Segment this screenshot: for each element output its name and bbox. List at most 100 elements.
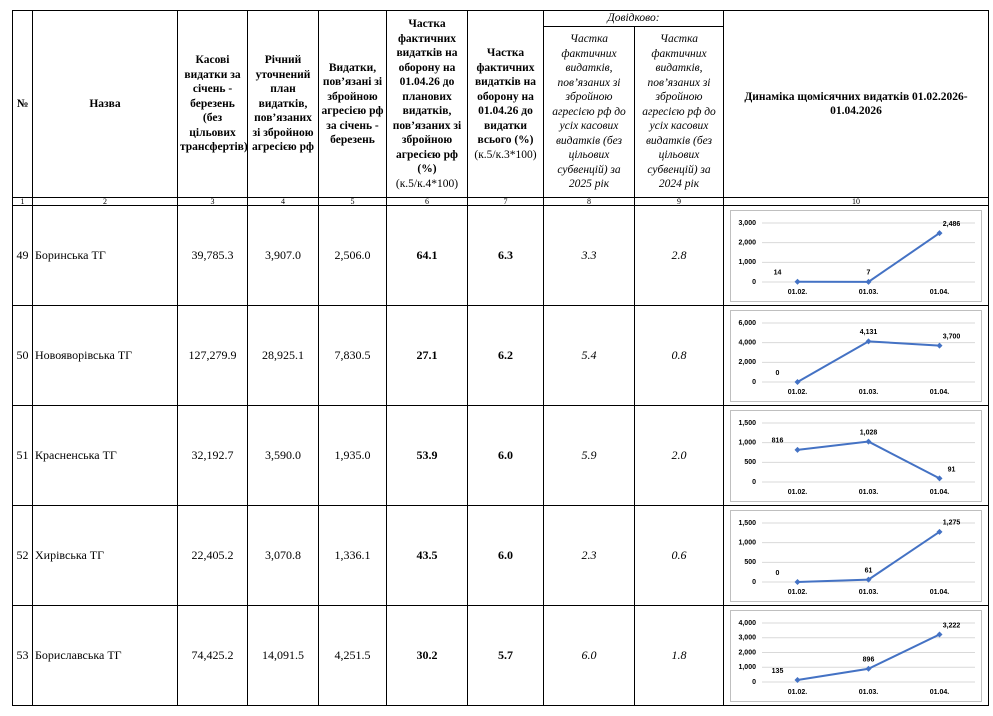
- chart-cell: 0 500 1,000 1,500 01.02. 01.03. 01.04. 816 1,028…: [723, 405, 989, 506]
- column-number: 8: [543, 197, 635, 206]
- value-cell: 39,785.3: [177, 205, 248, 306]
- y-tick-label: 0: [752, 278, 756, 285]
- value-label: 0: [776, 569, 780, 576]
- marker: [794, 676, 801, 683]
- value-label: 1,275: [943, 519, 961, 526]
- value-label: 896: [863, 656, 875, 663]
- x-tick-label: 01.02.: [788, 688, 808, 695]
- column-numbers: 1 2 3 4 5 6 7 8 9 10: [12, 197, 989, 206]
- y-tick-label: 0: [752, 578, 756, 585]
- row-number: 53: [12, 605, 33, 706]
- value-label: 3,222: [943, 622, 961, 629]
- value-cell: 7,830.5: [318, 305, 387, 406]
- marker: [865, 278, 872, 285]
- value-cell: 53.9: [386, 405, 468, 506]
- x-tick-label: 01.04.: [930, 288, 950, 295]
- x-tick-label: 01.03.: [859, 288, 879, 295]
- marker: [865, 337, 872, 344]
- chart-frame: [730, 509, 982, 602]
- y-tick-label: 3,000: [738, 219, 756, 226]
- value-cell: 6.0: [467, 405, 544, 506]
- report-table: № Назва Касові видатки за січень - берез…: [12, 10, 989, 706]
- y-tick-label: 3,000: [738, 634, 756, 641]
- marker: [936, 474, 943, 481]
- y-tick-label: 0: [752, 378, 756, 385]
- y-tick-label: 4,000: [738, 619, 756, 626]
- column-number: 6: [386, 197, 468, 206]
- header-cell: Динаміка щомісячних видатків 01.02.2026-…: [723, 10, 989, 198]
- y-tick-label: 1,000: [738, 664, 756, 671]
- header-cell: Видатки, пов’язані зі збройною агресією …: [318, 10, 387, 198]
- y-tick-label: 1,000: [738, 539, 756, 546]
- value-cell: 1.8: [634, 605, 724, 706]
- row-name: Боринська ТГ: [32, 205, 178, 306]
- value-cell: 127,279.9: [177, 305, 248, 406]
- y-tick-label: 6,000: [738, 319, 756, 326]
- header-cell: №: [12, 10, 33, 198]
- x-tick-label: 01.03.: [859, 488, 879, 495]
- y-tick-label: 2,000: [738, 649, 756, 656]
- header-cell: Річний уточнений план видатків, пов’язан…: [247, 10, 319, 198]
- value-cell: 5.7: [467, 605, 544, 706]
- y-tick-label: 1,000: [738, 439, 756, 446]
- row-name: Хирівська ТГ: [32, 505, 178, 606]
- value-cell: 74,425.2: [177, 605, 248, 706]
- value-cell: 3.3: [543, 205, 635, 306]
- mini-chart: 0 1,000 2,000 3,000 4,000 01.02. 01.03. 01.04. 1…: [730, 609, 982, 702]
- header-cell: Частка фактичних видатків на оборону на …: [467, 10, 544, 198]
- marker: [865, 438, 872, 445]
- value-label: 4,131: [860, 329, 878, 336]
- marker: [936, 342, 943, 349]
- header-cell: Довідково:: [543, 10, 724, 27]
- mini-chart: 0 500 1,000 1,500 01.02. 01.03. 01.04. 0 61 1,275: [730, 509, 982, 602]
- x-tick-label: 01.03.: [859, 388, 879, 395]
- value-cell: 2.3: [543, 505, 635, 606]
- marker: [794, 278, 801, 285]
- y-tick-label: 1,500: [738, 519, 756, 526]
- value-cell: 6.0: [467, 505, 544, 606]
- chart-cell: 0 2,000 4,000 6,000 01.02. 01.03. 01.04. 0 4,131…: [723, 305, 989, 406]
- data-row: 51 Красненська ТГ 32,192.7 3,590.0 1,935.0 53…: [12, 405, 989, 506]
- value-cell: 2,506.0: [318, 205, 387, 306]
- marker: [865, 665, 872, 672]
- value-label: 91: [948, 466, 956, 473]
- header-formula: (к.5/к.3*100): [474, 148, 537, 161]
- y-tick-label: 1,500: [738, 419, 756, 426]
- column-number: 2: [32, 197, 178, 206]
- x-tick-label: 01.04.: [930, 688, 950, 695]
- value-label: 14: [774, 269, 782, 276]
- row-name: Красненська ТГ: [32, 405, 178, 506]
- marker: [794, 578, 801, 585]
- header-text: Частка фактичних видатків на оборону на …: [392, 18, 462, 175]
- column-number: 1: [12, 197, 33, 206]
- header-cell: Касові видатки за січень - березень (без…: [177, 10, 248, 198]
- header-cell: Частка фактичних видатків на оборону на …: [386, 10, 468, 198]
- y-tick-label: 4,000: [738, 339, 756, 346]
- y-tick-label: 2,000: [738, 239, 756, 246]
- value-label: 0: [776, 369, 780, 376]
- column-number: 4: [247, 197, 319, 206]
- x-tick-label: 01.02.: [788, 588, 808, 595]
- data-row: 53 Бориславська ТГ 74,425.2 14,091.5 4,251.5…: [12, 605, 989, 706]
- value-cell: 6.2: [467, 305, 544, 406]
- x-tick-label: 01.04.: [930, 388, 950, 395]
- value-label: 3,700: [943, 333, 961, 340]
- marker: [936, 528, 943, 535]
- row-name: Бориславська ТГ: [32, 605, 178, 706]
- row-number: 49: [12, 205, 33, 306]
- y-tick-label: 0: [752, 678, 756, 685]
- x-tick-label: 01.03.: [859, 588, 879, 595]
- value-cell: 5.4: [543, 305, 635, 406]
- value-cell: 1,336.1: [318, 505, 387, 606]
- data-row: 52 Хирівська ТГ 22,405.2 3,070.8 1,336.1 43.5…: [12, 505, 989, 606]
- header-text: Частка фактичних видатків на оборону на …: [474, 47, 537, 146]
- y-tick-label: 2,000: [738, 359, 756, 366]
- y-tick-label: 1,000: [738, 259, 756, 266]
- value-cell: 2.8: [634, 205, 724, 306]
- marker: [865, 576, 872, 583]
- header-formula: (к.5/к.4*100): [395, 177, 459, 190]
- y-tick-label: 500: [744, 459, 756, 466]
- value-cell: 3,590.0: [247, 405, 319, 506]
- column-number: 3: [177, 197, 248, 206]
